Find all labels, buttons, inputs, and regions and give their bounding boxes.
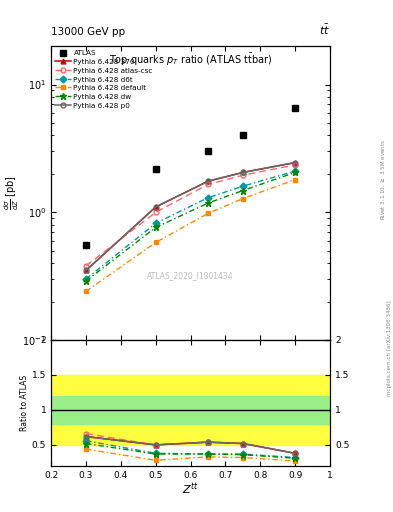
Pythia 6.428 d6t (241, 183, 245, 189)
Pythia 6.428 p0 (293, 159, 298, 165)
Pythia 6.428 default (84, 288, 88, 294)
Pythia 6.428 p0 (84, 267, 88, 273)
Pythia 6.428 d6t (293, 168, 298, 174)
Pythia 6.428 atlas-csc (153, 209, 158, 216)
Pythia 6.428 default (206, 210, 210, 217)
Pythia 6.428 370 (84, 267, 88, 273)
Pythia 6.428 dw (153, 224, 158, 230)
Text: Rivet 3.1.10, $\geq$ 3.5M events: Rivet 3.1.10, $\geq$ 3.5M events (379, 139, 387, 220)
Pythia 6.428 atlas-csc (84, 263, 88, 269)
Line: Pythia 6.428 p0: Pythia 6.428 p0 (84, 160, 298, 273)
Pythia 6.428 d6t (206, 195, 210, 201)
Pythia 6.428 default (241, 196, 245, 202)
Y-axis label: Ratio to ATLAS: Ratio to ATLAS (20, 375, 29, 431)
Line: Pythia 6.428 dw: Pythia 6.428 dw (83, 169, 299, 284)
ATLAS (84, 242, 88, 248)
Pythia 6.428 d6t (153, 220, 158, 226)
Pythia 6.428 p0 (153, 204, 158, 210)
Pythia 6.428 370 (241, 169, 245, 176)
Pythia 6.428 p0 (206, 178, 210, 184)
ATLAS (153, 165, 158, 172)
Pythia 6.428 dw (241, 187, 245, 194)
Pythia 6.428 dw (206, 200, 210, 206)
Legend: ATLAS, Pythia 6.428 370, Pythia 6.428 atlas-csc, Pythia 6.428 d6t, Pythia 6.428 : ATLAS, Pythia 6.428 370, Pythia 6.428 at… (53, 48, 154, 110)
Pythia 6.428 370 (206, 178, 210, 184)
Text: mcplots.cern.ch [arXiv:1306.3436]: mcplots.cern.ch [arXiv:1306.3436] (387, 301, 391, 396)
Bar (51, 375, 330, 445)
Pythia 6.428 dw (293, 169, 298, 176)
Pythia 6.428 p0 (241, 169, 245, 176)
Text: $t\bar{t}$: $t\bar{t}$ (319, 23, 330, 37)
ATLAS (241, 132, 245, 138)
Text: Top quarks $p_T$ ratio (ATLAS t$\bar{\mathrm{t}}$bar): Top quarks $p_T$ ratio (ATLAS t$\bar{\ma… (109, 52, 272, 68)
ATLAS (293, 105, 298, 112)
Pythia 6.428 atlas-csc (241, 172, 245, 178)
Pythia 6.428 dw (84, 278, 88, 284)
Y-axis label: $\frac{d\sigma}{dZ}$ [pb]: $\frac{d\sigma}{dZ}$ [pb] (3, 176, 21, 210)
Pythia 6.428 default (153, 240, 158, 246)
ATLAS (206, 148, 210, 155)
Pythia 6.428 default (293, 177, 298, 183)
Text: 13000 GeV pp: 13000 GeV pp (51, 27, 125, 37)
Line: ATLAS: ATLAS (83, 105, 298, 248)
Line: Pythia 6.428 370: Pythia 6.428 370 (84, 160, 298, 273)
Line: Pythia 6.428 d6t: Pythia 6.428 d6t (84, 168, 298, 282)
Bar (51, 396, 330, 424)
Pythia 6.428 atlas-csc (206, 181, 210, 187)
X-axis label: $Z^{tt}$: $Z^{tt}$ (182, 481, 199, 497)
Line: Pythia 6.428 default: Pythia 6.428 default (84, 177, 298, 294)
Text: ATLAS_2020_I1801434: ATLAS_2020_I1801434 (147, 271, 234, 280)
Line: Pythia 6.428 atlas-csc: Pythia 6.428 atlas-csc (84, 162, 298, 268)
Pythia 6.428 atlas-csc (293, 162, 298, 168)
Pythia 6.428 370 (293, 159, 298, 165)
Pythia 6.428 d6t (84, 276, 88, 282)
Pythia 6.428 370 (153, 204, 158, 210)
